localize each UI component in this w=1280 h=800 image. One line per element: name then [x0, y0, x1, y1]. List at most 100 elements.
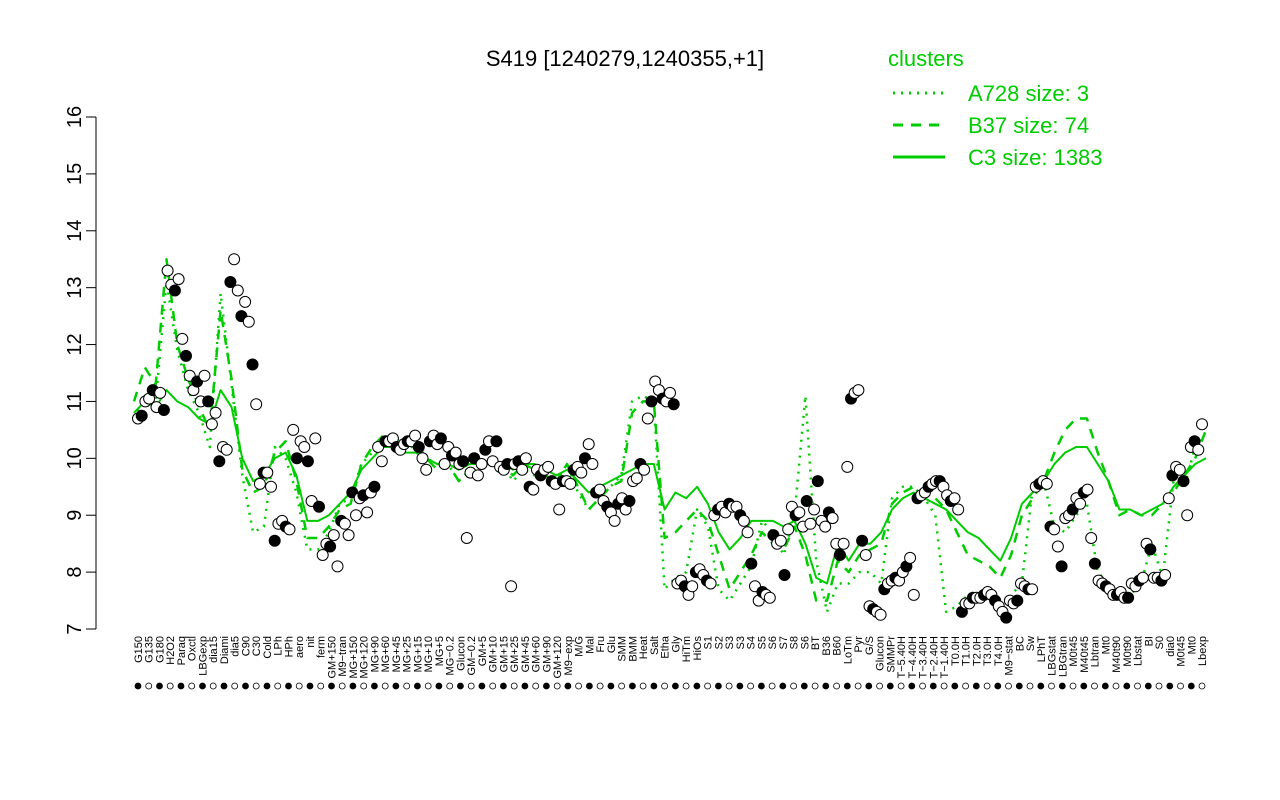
x-rug-marker	[639, 682, 647, 690]
x-tick-label: T−5.40H	[896, 636, 908, 679]
y-tick-label: 12	[64, 333, 86, 355]
x-rug-marker	[145, 682, 153, 690]
x-rug-marker	[199, 682, 206, 690]
data-point	[490, 435, 503, 448]
x-tick-label: MG+15	[412, 636, 424, 672]
x-tick-label: LoTm	[842, 636, 854, 664]
x-rug-marker	[156, 682, 163, 690]
data-point	[763, 591, 776, 604]
x-tick-label: M9−tran	[337, 636, 349, 677]
data-point	[135, 409, 148, 422]
data-point	[420, 463, 433, 476]
x-tick-label: LBGexp	[198, 636, 210, 676]
data-point	[808, 503, 821, 516]
x-rug-marker	[747, 682, 754, 690]
data-point	[412, 441, 425, 453]
x-rug-marker	[962, 682, 969, 690]
data-point	[623, 495, 636, 507]
x-tick-label: S0	[1154, 636, 1166, 649]
data-point	[586, 458, 599, 470]
x-rug-marker	[951, 682, 959, 690]
x-tick-label: MG+25	[402, 636, 414, 672]
x-tick-label: G135	[144, 636, 156, 663]
x-rug-marker	[586, 682, 593, 690]
x-rug-marker	[725, 682, 733, 690]
x-rug-marker	[564, 682, 572, 690]
data-point	[157, 404, 170, 416]
data-point	[638, 463, 651, 476]
x-rug-marker	[1112, 682, 1120, 690]
x-tick-label: C90	[241, 636, 253, 656]
x-rug-marker	[220, 682, 228, 690]
x-rug-marker	[1080, 682, 1088, 690]
data-point	[1088, 557, 1101, 570]
data-point	[172, 273, 185, 286]
x-tick-label: Mt0	[1100, 636, 1112, 654]
x-tick-label: T2.0H	[971, 636, 983, 666]
data-point	[837, 537, 850, 550]
x-tick-label: Lbtran	[1090, 636, 1102, 667]
data-point	[778, 569, 791, 581]
x-rug-marker	[1101, 682, 1109, 690]
x-rug-marker	[908, 682, 916, 690]
data-point	[409, 429, 422, 442]
x-tick-label: MG+5	[434, 636, 446, 666]
data-point	[593, 483, 606, 496]
data-point	[209, 406, 222, 419]
x-rug-marker	[242, 682, 249, 690]
data-point	[505, 580, 518, 593]
x-rug-marker	[790, 682, 797, 690]
x-rug-marker	[1155, 682, 1163, 690]
data-point	[745, 557, 758, 570]
x-tick-label: GM+90	[541, 636, 553, 672]
x-rug-marker	[274, 682, 282, 690]
x-rug-marker	[1166, 682, 1174, 690]
x-tick-label: MG−0.2	[445, 636, 457, 675]
x-rug-marker	[231, 682, 239, 690]
data-point	[261, 466, 274, 479]
x-rug-marker	[822, 682, 830, 690]
x-tick-label: S8	[789, 636, 801, 649]
x-rug-marker	[940, 682, 948, 690]
data-point	[874, 608, 887, 621]
x-rug-marker	[467, 682, 475, 690]
data-point	[205, 418, 218, 431]
data-point	[1085, 532, 1098, 544]
data-point	[250, 398, 263, 411]
data-point	[460, 532, 473, 544]
data-point	[475, 458, 488, 470]
data-point	[231, 284, 244, 297]
x-rug-marker	[1048, 682, 1055, 690]
data-point	[368, 480, 381, 493]
x-tick-label: Salt	[649, 636, 661, 655]
x-rug-marker	[661, 682, 668, 690]
data-point	[457, 455, 470, 468]
data-point	[265, 480, 277, 493]
data-point	[856, 534, 869, 547]
y-tick-label: 8	[64, 567, 86, 578]
y-tick-label: 15	[64, 163, 86, 185]
x-tick-label: H2O2	[165, 636, 177, 665]
x-rug-marker	[532, 682, 540, 690]
data-point	[1192, 443, 1205, 456]
x-rug-marker	[833, 682, 840, 690]
data-point	[350, 509, 362, 522]
data-point	[519, 452, 532, 465]
data-point	[287, 423, 300, 436]
data-point	[904, 551, 917, 564]
x-tick-label: B36	[821, 636, 833, 656]
x-rug-marker	[478, 682, 486, 690]
x-tick-label: SMMPr	[885, 636, 897, 673]
data-point	[582, 438, 595, 451]
x-tick-label: S4	[746, 636, 758, 649]
x-tick-label: T−1.40H	[939, 636, 951, 679]
x-tick-label: GM+5	[477, 636, 489, 666]
x-rug-marker	[843, 682, 851, 690]
x-rug-marker	[134, 682, 142, 690]
x-tick-label: aero	[294, 636, 306, 658]
x-rug-marker	[758, 682, 765, 690]
x-rug-marker	[1005, 682, 1012, 690]
x-tick-label: ferm	[316, 636, 328, 658]
y-tick-label: 13	[64, 277, 86, 299]
data-point	[686, 580, 699, 593]
